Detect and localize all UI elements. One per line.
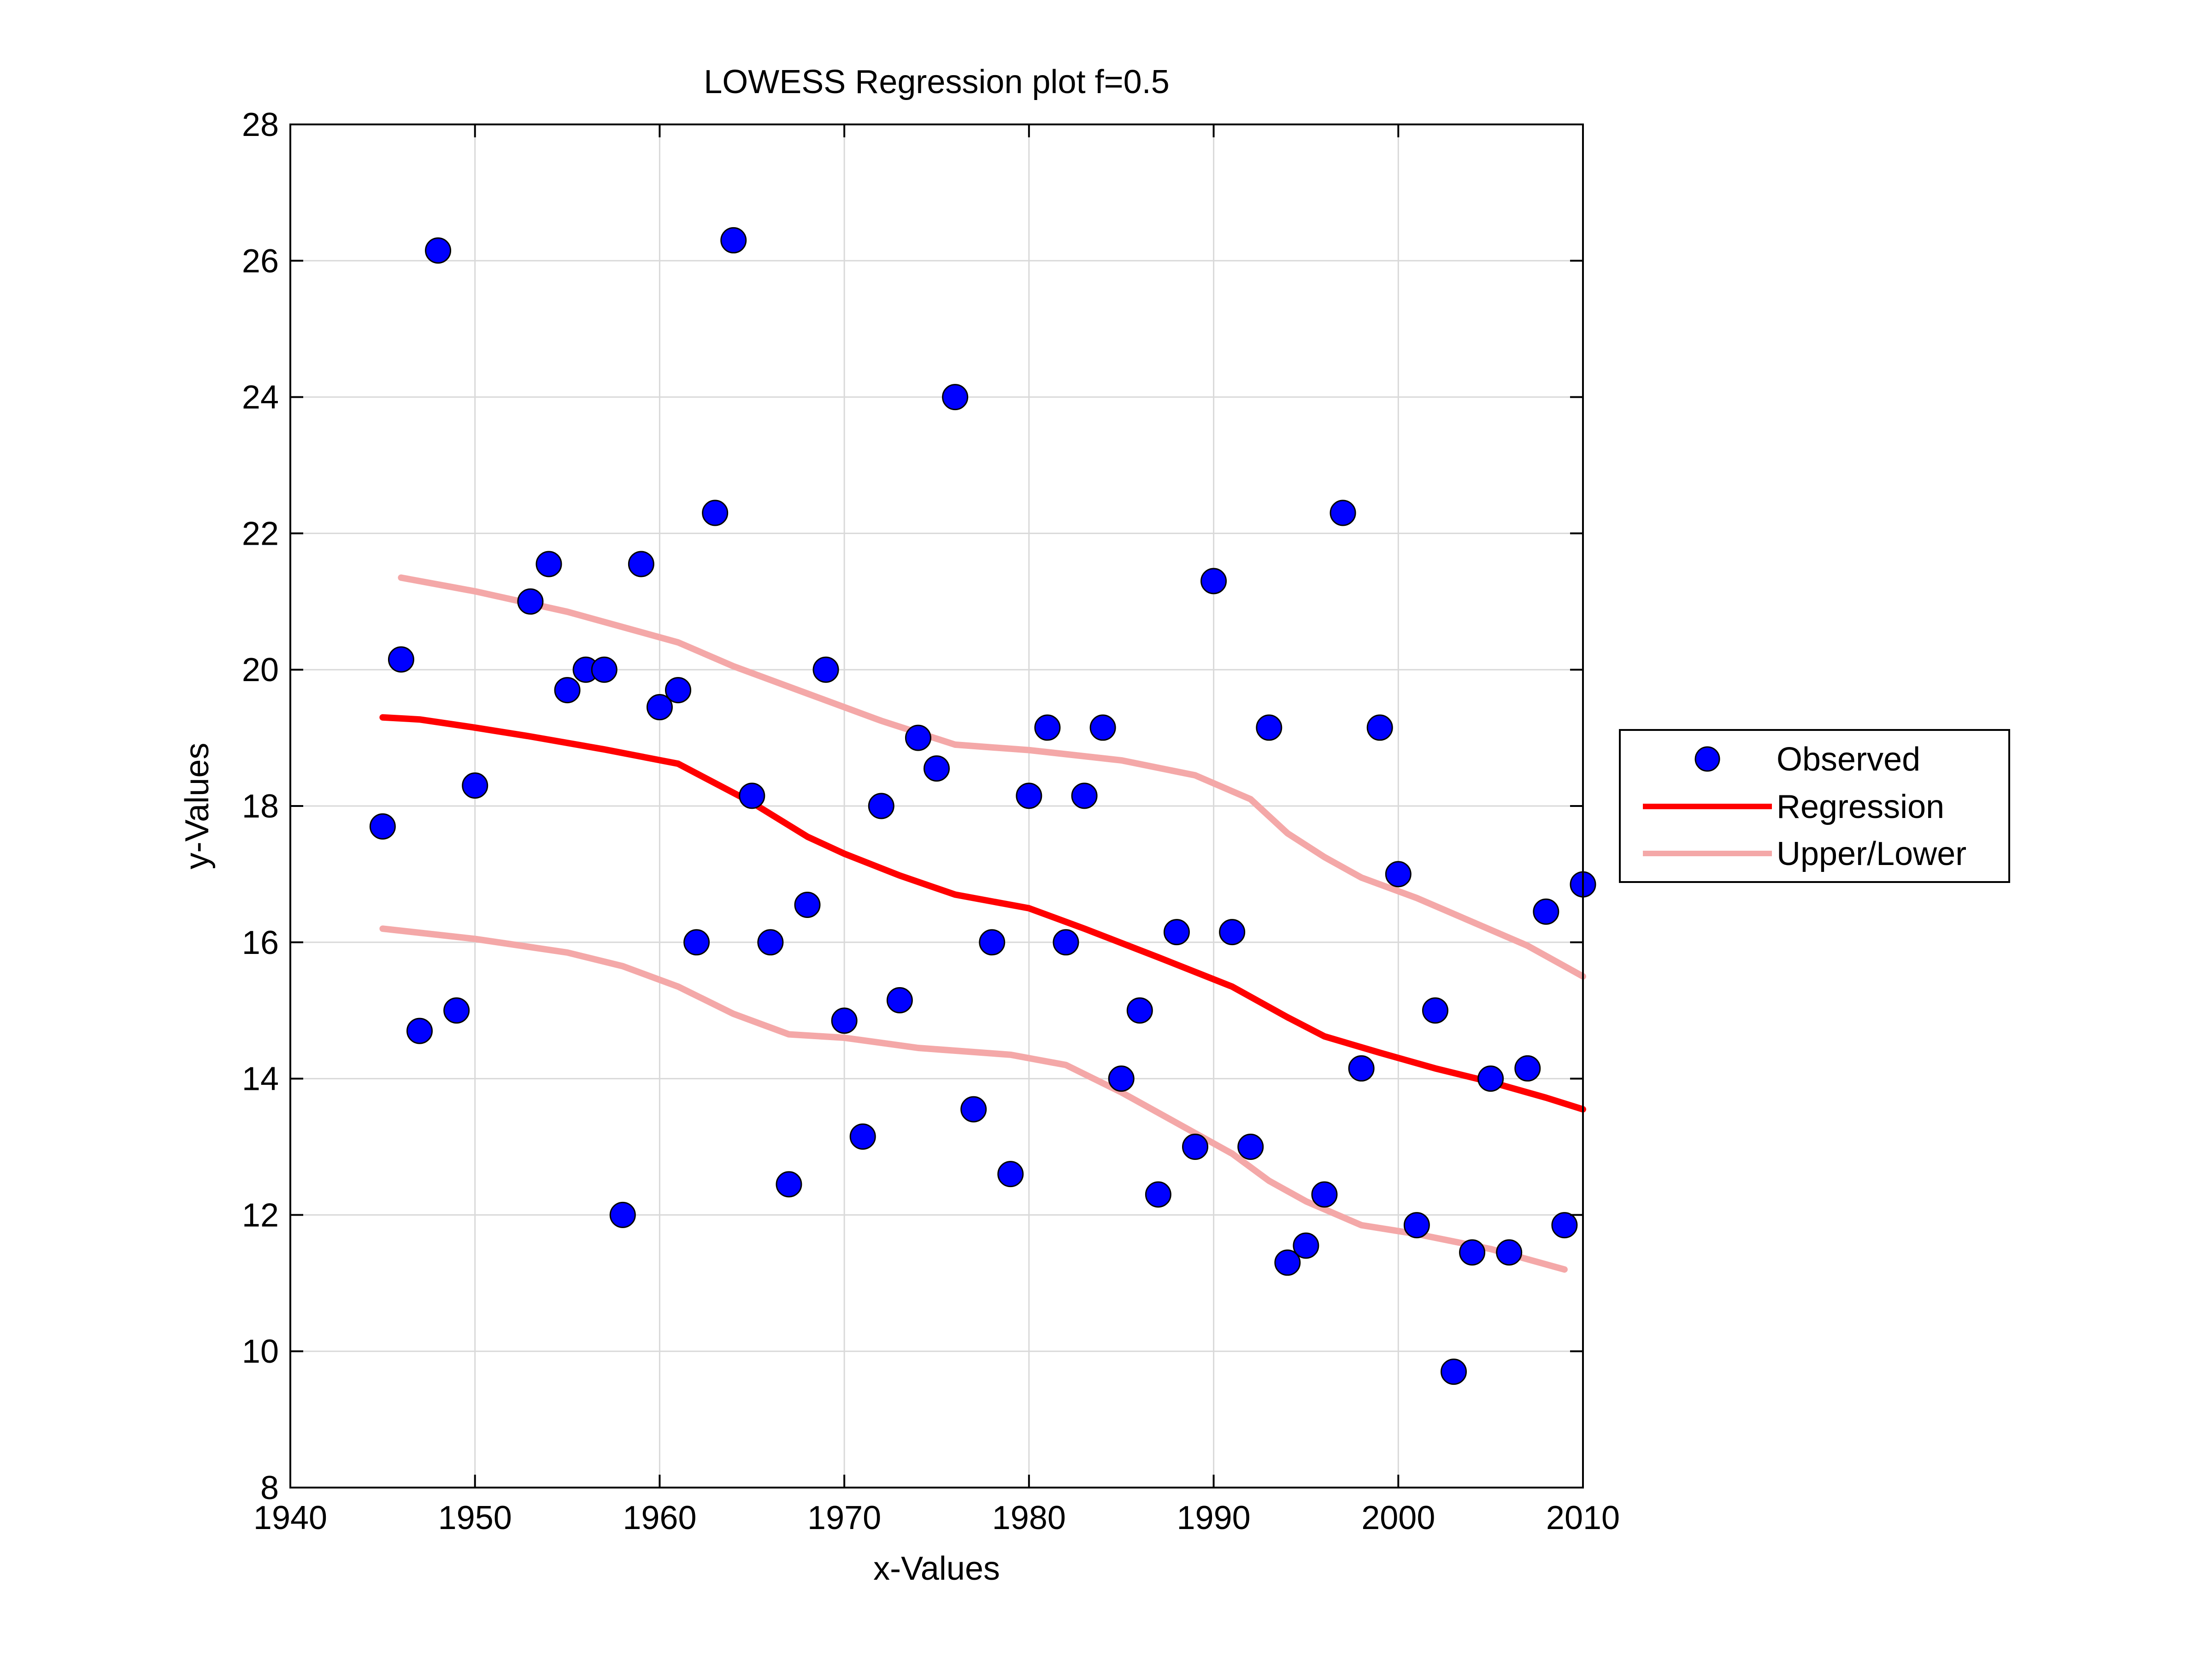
x-tick-label: 1950 xyxy=(438,1500,512,1536)
y-axis-label: y-Values xyxy=(179,743,216,870)
observed-point-2 xyxy=(406,1018,433,1044)
observed-point-54 xyxy=(1403,1212,1430,1239)
y-tick-label: 20 xyxy=(242,652,279,688)
observed-point-24 xyxy=(849,1123,876,1150)
observed-point-17 xyxy=(720,227,747,253)
legend-label-regression: Regression xyxy=(1777,788,1944,825)
observed-point-56 xyxy=(1441,1359,1467,1385)
observed-point-6 xyxy=(517,588,544,615)
x-tick-label: 1960 xyxy=(623,1500,696,1536)
legend-label-observed: Observed xyxy=(1777,741,1920,778)
observed-point-34 xyxy=(1034,714,1061,741)
observed-point-27 xyxy=(905,724,931,751)
x-tick-label: 1940 xyxy=(253,1500,327,1536)
grid-lines xyxy=(290,124,1583,1488)
observed-point-51 xyxy=(1348,1055,1375,1082)
y-tick-label: 26 xyxy=(242,243,279,280)
observed-point-18 xyxy=(739,782,765,809)
observed-point-15 xyxy=(683,929,710,956)
x-tick-label: 2010 xyxy=(1546,1500,1620,1536)
observed-point-13 xyxy=(646,694,673,721)
observed-point-53 xyxy=(1385,861,1412,888)
observed-point-12 xyxy=(628,551,654,577)
x-tick-label: 1980 xyxy=(992,1500,1066,1536)
observed-point-30 xyxy=(960,1096,987,1123)
observed-point-7 xyxy=(535,551,562,577)
observed-point-59 xyxy=(1496,1239,1523,1266)
bound-line-lower xyxy=(379,925,1568,1273)
observed-point-40 xyxy=(1145,1181,1171,1208)
observed-point-44 xyxy=(1219,919,1246,946)
observed-point-8 xyxy=(554,677,581,704)
chart-title: LOWESS Regression plot f=0.5 xyxy=(704,64,1170,100)
observed-point-46 xyxy=(1256,714,1282,741)
observed-point-3 xyxy=(425,237,452,264)
observed-points xyxy=(369,227,1596,1385)
observed-point-19 xyxy=(757,929,784,956)
observed-point-32 xyxy=(997,1161,1024,1188)
observed-point-5 xyxy=(462,772,488,799)
observed-point-43 xyxy=(1200,568,1227,594)
y-tick-label: 28 xyxy=(242,106,279,143)
observed-point-60 xyxy=(1514,1055,1541,1082)
observed-point-49 xyxy=(1311,1181,1338,1208)
tick-labels: 1940 1950 1960 1970 1980 1990 2000 2010 8 10 12 14 1… xyxy=(242,106,1620,1536)
observed-point-29 xyxy=(942,384,969,411)
observed-point-57 xyxy=(1459,1239,1486,1266)
observed-point-33 xyxy=(1016,782,1042,809)
y-tick-label: 10 xyxy=(242,1333,279,1370)
observed-point-35 xyxy=(1053,929,1079,956)
observed-point-0 xyxy=(369,813,396,840)
observed-point-26 xyxy=(886,987,913,1014)
observed-point-42 xyxy=(1182,1134,1208,1160)
observed-point-31 xyxy=(979,929,1006,956)
x-tick-label: 2000 xyxy=(1361,1500,1435,1536)
observed-point-11 xyxy=(609,1201,636,1228)
observed-point-22 xyxy=(812,656,839,683)
regression-curve xyxy=(379,714,1586,1113)
legend-label-bounds: Upper/Lower xyxy=(1777,835,1966,872)
observed-point-50 xyxy=(1330,500,1356,526)
y-tick-label: 14 xyxy=(242,1061,279,1098)
observed-point-36 xyxy=(1071,782,1098,809)
observed-point-58 xyxy=(1477,1065,1504,1092)
x-tick-label: 1970 xyxy=(807,1500,881,1536)
observed-point-10 xyxy=(591,656,618,683)
axis-ticks xyxy=(289,124,1584,1488)
y-tick-label: 12 xyxy=(242,1197,279,1234)
bound-line-upper xyxy=(398,574,1586,980)
y-tick-label: 8 xyxy=(260,1470,279,1506)
confidence-bounds xyxy=(379,574,1586,1273)
observed-point-28 xyxy=(924,755,950,782)
observed-point-39 xyxy=(1126,997,1153,1024)
observed-point-61 xyxy=(1533,898,1559,925)
y-tick-label: 18 xyxy=(242,788,279,825)
observed-point-4 xyxy=(443,997,470,1024)
observed-point-62 xyxy=(1551,1212,1578,1239)
observed-point-55 xyxy=(1422,997,1448,1024)
observed-point-52 xyxy=(1366,714,1393,741)
regression-line xyxy=(379,714,1586,1113)
y-tick-label: 24 xyxy=(242,379,279,416)
observed-point-41 xyxy=(1163,919,1190,946)
observed-point-1 xyxy=(388,646,414,673)
y-tick-label: 22 xyxy=(242,515,279,552)
observed-point-14 xyxy=(665,677,691,704)
observed-point-37 xyxy=(1089,714,1116,741)
legend: Observed Regression Upper/Lower xyxy=(1619,729,2010,883)
observed-point-38 xyxy=(1108,1065,1135,1092)
observed-point-45 xyxy=(1237,1134,1264,1160)
observed-point-21 xyxy=(794,891,821,918)
x-tick-label: 1990 xyxy=(1177,1500,1250,1536)
observed-point-47 xyxy=(1274,1249,1301,1276)
x-axis-label: x-Values xyxy=(873,1550,1000,1587)
y-tick-label: 16 xyxy=(242,924,279,961)
observed-point-20 xyxy=(776,1171,802,1198)
observed-point-16 xyxy=(702,500,729,526)
observed-point-25 xyxy=(868,793,894,819)
observed-point-48 xyxy=(1293,1232,1319,1259)
legend-marker-observed xyxy=(1694,746,1720,772)
observed-point-23 xyxy=(831,1007,858,1034)
